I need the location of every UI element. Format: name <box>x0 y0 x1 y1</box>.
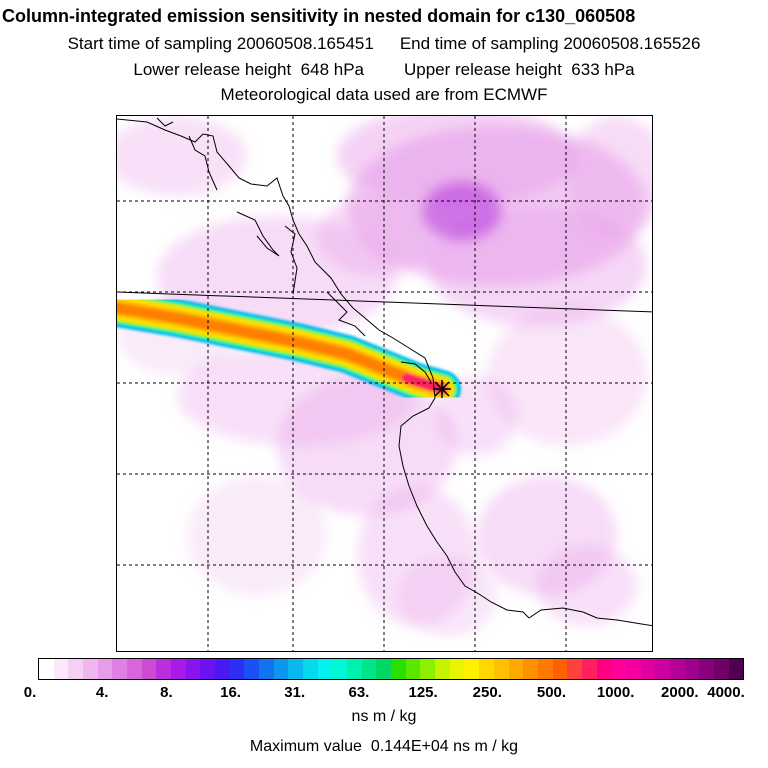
colorbar-tick-label: 125. <box>408 684 438 701</box>
colorbar-cell <box>567 659 582 679</box>
shading-blob <box>117 116 247 196</box>
lower-height-value: 648 hPa <box>300 60 364 79</box>
colorbar-cell <box>347 659 362 679</box>
colorbar-cell <box>303 659 318 679</box>
sampling-times: Start time of sampling 20060508.165451 En… <box>0 34 768 54</box>
colorbar-tick-label: 1000. <box>596 684 635 701</box>
colorbar-cell <box>655 659 670 679</box>
colorbar-tick-label: 16. <box>220 684 241 701</box>
colorbar-cell <box>611 659 626 679</box>
colorbar-cell <box>479 659 494 679</box>
plot-title: Column-integrated emission sensitivity i… <box>2 6 636 26</box>
colorbar-cell <box>97 659 113 679</box>
colorbar-cell <box>420 659 436 679</box>
colorbar-cell <box>53 659 69 679</box>
colorbar-cell <box>185 659 201 679</box>
colorbar-cell <box>552 659 568 679</box>
colorbar-cell <box>332 659 348 679</box>
coastline <box>117 117 652 627</box>
upper-height-label: Upper release height <box>404 60 562 79</box>
release-point-star-icon <box>433 380 451 398</box>
colorbar-unit: ns m / kg <box>351 708 417 725</box>
end-time-value: 20060508.165526 <box>563 34 701 53</box>
colorbar-cell <box>39 659 54 679</box>
colorbar-cell <box>244 659 260 679</box>
shading-blob <box>187 476 327 596</box>
colorbar-cell <box>229 659 245 679</box>
shading-blob <box>567 116 652 236</box>
colorbar-tick-label: 500. <box>536 684 567 701</box>
start-time-label: Start time of sampling <box>67 34 232 53</box>
colorbar-tick-label: 63. <box>348 684 370 701</box>
met-data-note: Meteorological data used are from ECMWF <box>220 85 548 104</box>
colorbar-cell <box>728 659 744 679</box>
map-canvas <box>117 116 652 651</box>
colorbar-tick-label: 250. <box>472 684 502 701</box>
colorbar-cell <box>83 659 98 679</box>
start-time-value: 20060508.165451 <box>236 34 374 53</box>
colorbar-cell <box>405 659 421 679</box>
shading-blob <box>317 196 437 276</box>
max-value: 0.144E+04 <box>370 738 449 755</box>
colorbar-cell <box>435 659 450 679</box>
colorbar-cell <box>625 659 641 679</box>
colorbar-cell <box>200 659 216 679</box>
colorbar-cell <box>361 659 377 679</box>
colorbar-cell <box>449 659 465 679</box>
colorbar-cell <box>596 659 612 679</box>
colorbar-cell <box>581 659 597 679</box>
colorbar-cell <box>215 659 230 679</box>
end-time-label: End time of sampling <box>399 34 559 53</box>
shading-blob-dark <box>422 181 502 241</box>
colorbar-cell <box>493 659 509 679</box>
colorbar-cell <box>508 659 524 679</box>
max-label: Maximum value <box>249 738 362 755</box>
colorbar-cell <box>640 659 656 679</box>
colorbar-cell <box>391 659 406 679</box>
colorbar-cell <box>68 659 84 679</box>
colorbar-cell <box>156 659 172 679</box>
colorbar-cell <box>141 659 157 679</box>
colorbar <box>38 658 744 680</box>
colorbar-cell <box>317 659 333 679</box>
colorbar-cell <box>537 659 553 679</box>
colorbar-cell <box>376 659 392 679</box>
shading-blob <box>337 116 577 206</box>
release-heights: Lower release height 648 hPa Upper releas… <box>0 60 768 80</box>
colorbar-cell <box>523 659 538 679</box>
colorbar-tick-label: 2000. <box>661 684 699 701</box>
colorbar-tick-label: 0. <box>23 684 37 701</box>
colorbar-tick-label: 31. <box>284 684 306 701</box>
map-panel <box>116 115 653 652</box>
max-unit: ns m / kg <box>453 738 519 755</box>
colorbar-tick-labels: 0. 4. 8. 16. 31. 63. 125. 250. 500. 1000. 2000. 400… <box>0 684 768 704</box>
colorbar-cell <box>288 659 304 679</box>
colorbar-tick-label: 4. <box>95 684 109 701</box>
colorbar-cell <box>699 659 714 679</box>
upper-height-value: 633 hPa <box>571 60 635 79</box>
shading-blob <box>537 546 637 626</box>
colorbar-cell <box>112 659 128 679</box>
plume-band <box>117 289 461 408</box>
colorbar-cell <box>684 659 700 679</box>
colorbar-cell <box>127 659 142 679</box>
maximum-value: Maximum value 0.144E+04 ns m / kg <box>0 738 768 756</box>
colorbar-cell <box>713 659 729 679</box>
colorbar-cell <box>259 659 274 679</box>
colorbar-cell <box>464 659 480 679</box>
lower-height-label: Lower release height <box>133 60 292 79</box>
colorbar-cell <box>669 659 685 679</box>
colorbar-tick-label: 4000. <box>707 684 745 701</box>
colorbar-tick-label: 8. <box>160 684 173 701</box>
colorbar-cell <box>171 659 186 679</box>
colorbar-cell <box>273 659 289 679</box>
shading-blob <box>487 306 647 446</box>
shading-blob <box>397 556 497 636</box>
